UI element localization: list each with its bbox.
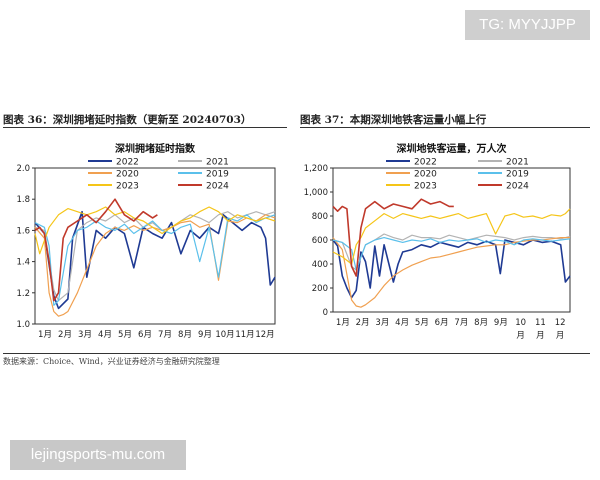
title-rule-left [3,127,287,128]
x-tick-label: 12月 [255,330,274,340]
x-tick-label: 10月 [215,330,234,340]
x-tick-label: 9月 [198,330,212,340]
y-tick-label: 800 [312,212,328,222]
x-tick-label: 4月 [395,318,409,328]
y-tick-label: 1.6 [16,226,30,236]
x-tick-label: 3月 [78,330,92,340]
series-line-2021 [34,211,276,302]
legend-label-2019: 2019 [206,170,229,180]
legend-label-2020: 2020 [116,170,139,180]
chart-title: 深圳拥堵延时指数 [115,142,196,155]
source-rule [3,353,590,354]
chart-congestion-index: 深圳拥堵延时指数 1.0 1.2 1.4 1.6 1.8 2.0 1月 2月 3月 4月 5月 6月 7月… [16,142,276,340]
watermark-top: TG: MYYJJPP [465,10,590,40]
x-tick-label: 8月 [178,330,192,340]
legend-label-2024: 2024 [206,182,229,192]
series-line-2024 [332,198,454,277]
x-tick-label: 4月 [98,330,112,340]
y-tick-label: 400 [312,260,328,270]
watermark-bottom: lejingsports-mu.com [10,440,186,470]
series-line-2023 [332,208,571,265]
series-line-2020 [34,214,276,317]
x-tick-label: 5月 [118,330,132,340]
legend-label-2021: 2021 [206,158,229,168]
x-tick-label: 2月 [58,330,72,340]
x-tick-label: 8月 [474,318,488,328]
x-tick-label: 3月 [375,318,389,328]
x-tick-label: 2月 [356,318,370,328]
x-tick-label: 6月 [138,330,152,340]
x-tick-label: 5月 [415,318,429,328]
x-tick-label: 1月 [38,330,52,340]
x-tick-label: 1月 [336,318,350,328]
series-line-2020 [332,236,570,308]
figure-title-right: 图表 37：本期深圳地铁客运量小幅上行 [300,114,487,126]
x-tick-label: 9月 [494,318,508,328]
legend-label-2024: 2024 [506,182,529,192]
legend-label-2023: 2023 [116,182,139,192]
series-line-2022 [332,239,571,299]
y-tick-label: 1,000 [304,188,328,198]
legend-label-2021: 2021 [506,158,529,168]
chart-metro-ridership: 深圳地铁客运量，万人次 0 200 400 600 800 1,000 1,200 1月 2月 3月… [304,142,571,341]
source-note: 数据来源：Choice、Wind，兴业证券经济与金融研究院整理 [3,357,220,366]
y-tick-label: 0 [323,308,328,318]
figure-title-left: 图表 36：深圳拥堵延时指数（更新至 20240703） [3,114,252,126]
series-line-2022 [34,210,276,310]
legend-label-2023: 2023 [414,182,437,192]
y-tick-label: 600 [312,236,328,246]
y-tick-label: 200 [312,284,328,294]
y-tick-label: 1.0 [16,320,30,330]
chart-title: 深圳地铁客运量，万人次 [397,142,507,155]
y-tick-label: 1.2 [16,289,30,299]
y-tick-label: 2.0 [16,164,30,174]
x-tick-label: 11月 [235,330,254,340]
x-tick-label: 7月 [158,330,172,340]
title-rule-right [300,127,590,128]
y-tick-label: 1,200 [304,164,328,174]
y-tick-label: 1.8 [16,195,30,205]
series-line-2019 [332,236,571,271]
legend-label-2020: 2020 [414,170,437,180]
legend-label-2022: 2022 [414,158,437,168]
x-tick-label: 7月 [454,318,468,328]
x-tick-label: 6月 [435,318,449,328]
plot-frame [34,167,276,325]
legend-label-2019: 2019 [506,170,529,180]
series-line-2024 [34,198,158,302]
y-tick-label: 1.4 [16,258,30,268]
series-line-2023 [34,206,276,255]
legend-label-2022: 2022 [116,158,139,168]
